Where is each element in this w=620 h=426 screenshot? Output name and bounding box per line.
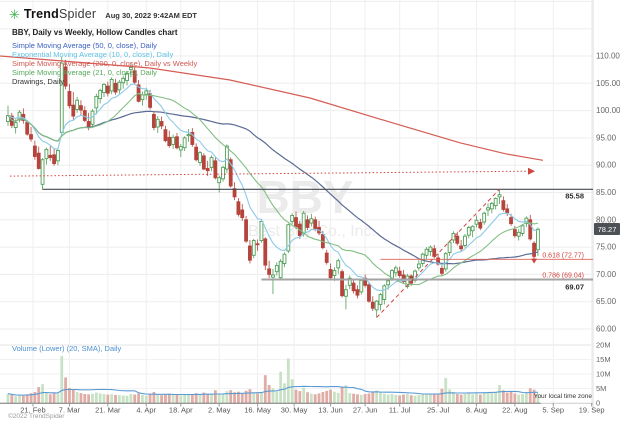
sma50 <box>7 110 539 265</box>
svg-text:65.00: 65.00 <box>596 297 617 306</box>
svg-text:5. Sep: 5. Sep <box>542 406 564 415</box>
svg-text:20M: 20M <box>596 341 611 350</box>
svg-text:11. Jul: 11. Jul <box>389 406 411 415</box>
drawings-layer[interactable]: 85.58 69.07 0.618 (72.77) 0.786 (69.04) <box>9 167 593 318</box>
legend-item-0[interactable]: Simple Moving Average (50, 0, close), Da… <box>12 41 157 50</box>
dashed-trendline <box>376 188 500 318</box>
legend-item-1[interactable]: Exponential Moving Average (10, 0, close… <box>12 50 174 59</box>
svg-text:19. Sep: 19. Sep <box>579 406 605 415</box>
timezone-note[interactable]: Your local time zone <box>533 393 592 400</box>
sma200-weekly <box>0 55 544 161</box>
chart-timestamp: Aug 30, 2022 9:42AM EDT <box>105 10 197 20</box>
fib-786-label: 0.786 (69.04) <box>542 273 584 280</box>
svg-text:15M: 15M <box>596 355 611 364</box>
date-axis[interactable]: 21. Feb 7. Mar 21. Mar 4. Apr 18. Apr 2. May 1… <box>20 403 605 415</box>
trendspider-logo-icon: ✳ <box>9 6 20 22</box>
svg-text:4. Apr: 4. Apr <box>136 406 156 415</box>
svg-text:110.00: 110.00 <box>596 52 620 61</box>
legend-item-3[interactable]: Simple Moving Average (21, 0, close), Da… <box>12 68 157 77</box>
svg-text:8. Aug: 8. Aug <box>466 406 487 415</box>
volume-axis: 20M 15M 10M 5M 0 <box>596 341 611 408</box>
hline-6907-label: 69.07 <box>565 282 584 291</box>
dotted-ray <box>9 170 528 177</box>
copyright-note: ©2022 TrendSpider <box>8 413 65 420</box>
svg-text:90.00: 90.00 <box>596 161 617 170</box>
legend-item-4[interactable]: Drawings, Daily <box>12 77 65 86</box>
sma50-line <box>7 110 539 265</box>
indicator-legend: Simple Moving Average (50, 0, close), Da… <box>12 41 197 86</box>
fib-618-label: 0.618 (72.77) <box>542 252 584 259</box>
logo-text-trend: Trend <box>23 7 59 21</box>
svg-text:5M: 5M <box>596 384 606 393</box>
app-header: ✳ Trend Spider Aug 30, 2022 9:42AM EDT <box>9 7 197 21</box>
volume-bars <box>0 356 593 404</box>
svg-text:25. Jul: 25. Jul <box>427 406 449 415</box>
svg-text:75.00: 75.00 <box>596 243 617 252</box>
svg-text:105.00: 105.00 <box>596 79 620 88</box>
watermark-company: Best Buy Co., Inc. <box>248 223 376 240</box>
svg-text:100.00: 100.00 <box>596 106 620 115</box>
hline-8558-label: 85.58 <box>565 191 584 200</box>
svg-text:7. Mar: 7. Mar <box>59 406 81 415</box>
svg-text:21. Feb: 21. Feb <box>20 406 45 415</box>
svg-text:18. Apr: 18. Apr <box>169 406 193 415</box>
svg-text:80.00: 80.00 <box>596 215 617 224</box>
sma200-weekly-line <box>0 55 544 161</box>
sma21 <box>7 92 538 286</box>
volume-sma <box>7 385 538 396</box>
svg-text:85.00: 85.00 <box>596 188 617 197</box>
last-price-badge: 78.27 <box>594 223 620 235</box>
price-axis: 110.00 105.00 100.00 95.00 90.00 85.00 80.00 75… <box>596 52 620 334</box>
svg-text:21. Mar: 21. Mar <box>95 406 121 415</box>
volume-indicator-label[interactable]: Volume (Lower) (20, SMA), Daily <box>12 344 122 353</box>
logo-text-spider: Spider <box>58 7 97 21</box>
svg-text:60.00: 60.00 <box>596 325 617 334</box>
svg-text:22. Aug: 22. Aug <box>502 406 527 415</box>
candles-layer <box>6 56 540 318</box>
svg-text:70.00: 70.00 <box>596 270 617 279</box>
svg-text:0: 0 <box>596 399 600 408</box>
svg-text:2. May: 2. May <box>208 406 231 415</box>
drop-arrowhead-icon <box>531 258 538 264</box>
svg-text:27. Jun: 27. Jun <box>353 406 378 415</box>
svg-text:13. Jun: 13. Jun <box>318 406 343 415</box>
chart-title: BBY, Daily vs Weekly, Hollow Candles cha… <box>12 28 178 37</box>
ray-arrowhead-icon <box>528 167 535 175</box>
svg-text:10M: 10M <box>596 370 611 379</box>
volume-sma-line <box>7 385 538 396</box>
gridlines <box>0 0 594 410</box>
svg-text:16. May: 16. May <box>244 406 271 415</box>
svg-text:30. May: 30. May <box>281 406 308 415</box>
svg-text:95.00: 95.00 <box>596 133 617 142</box>
legend-item-2[interactable]: Simple Moving Average (200, 0, close), D… <box>12 59 198 68</box>
sma21-line <box>7 92 538 286</box>
